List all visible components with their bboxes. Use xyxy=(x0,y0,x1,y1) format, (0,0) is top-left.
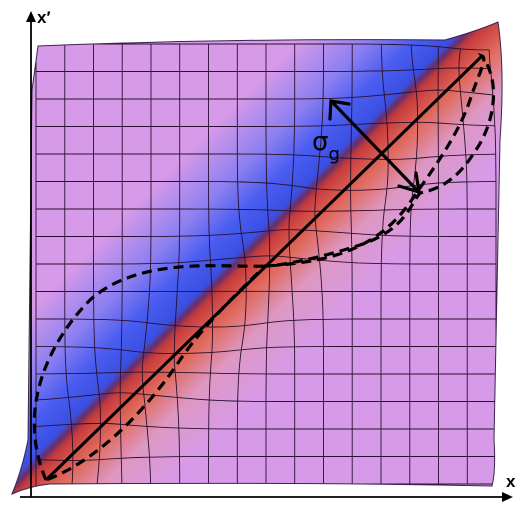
grid-line-horizontal xyxy=(35,371,496,375)
grid-line-horizontal xyxy=(35,483,496,494)
grid-line-horizontal xyxy=(36,255,496,265)
x-axis-label: x xyxy=(506,472,516,491)
grid-line-horizontal xyxy=(35,422,496,430)
y-axis-arrowhead xyxy=(26,11,36,22)
grid-lines xyxy=(35,43,497,494)
y-axis-label: x′ xyxy=(37,8,51,27)
sigma-arrow xyxy=(328,99,421,195)
grid-line-horizontal xyxy=(36,346,496,355)
grid-line-horizontal xyxy=(35,456,496,461)
grid-line-vertical xyxy=(288,44,296,484)
grid-line-horizontal xyxy=(36,318,496,328)
grid-line-horizontal xyxy=(35,392,496,402)
sigma-label: σg xyxy=(312,127,340,165)
grid-line-vertical xyxy=(409,44,419,484)
grid-line-vertical xyxy=(380,44,389,484)
x-axis-arrowhead xyxy=(502,492,513,502)
grid-line-vertical xyxy=(350,44,353,484)
dashed-curve xyxy=(32,52,496,483)
plate-outline xyxy=(11,21,503,495)
grid-line-vertical xyxy=(458,48,468,484)
axes xyxy=(20,11,513,502)
